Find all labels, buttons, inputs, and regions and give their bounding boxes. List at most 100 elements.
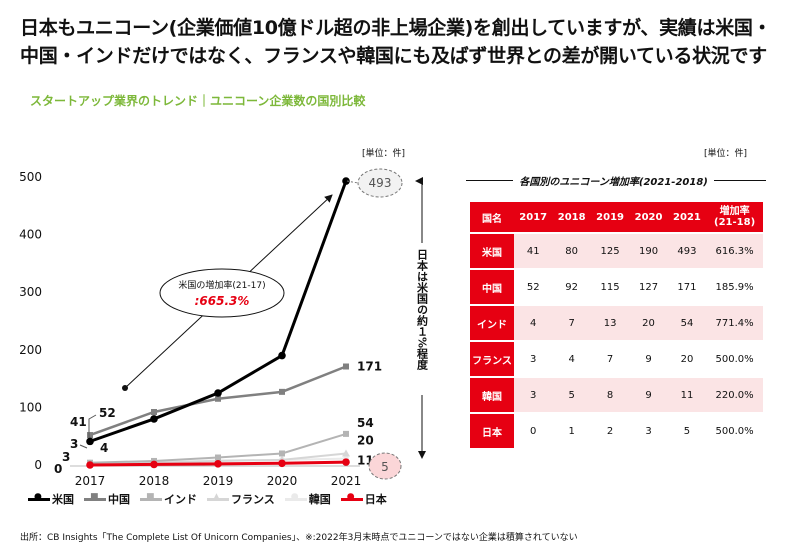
chart-legend: ● 米国 ■ 中国 ■ インド ▲ フランス ● 韓国 ● 日本 [28,491,387,507]
header-2021: 2021 [667,200,707,233]
legend-swatch: ▲ [207,492,229,502]
start-label-leader [79,444,88,449]
data-point [342,449,350,457]
table-cell: 9 [629,340,668,377]
table-title: 各国別のユニコーン増加率(2021-2018) [519,177,708,188]
row-country: フランス [470,340,514,377]
table-row: 中国 52 92 115 127 171 185.9% [470,268,763,305]
table-cell: 20 [629,304,668,341]
us-bubble-leader [346,180,359,184]
table-unit-label: [単位：件] [704,149,748,159]
data-point [150,460,158,469]
table-cell: 80 [552,232,591,269]
table-cell: 2 [590,412,630,448]
headline: 日本もユニコーン(企業価値10億ドル超の非上場企業)を創出していますが、実績は米… [20,17,772,67]
legend-marker-icon: ● [34,491,42,502]
header-2020: 2020 [629,200,668,233]
y-tick-label: 300 [19,285,42,299]
table-cell: 190 [629,232,668,269]
header-2018: 2018 [552,200,591,233]
table-header-row: 国名 2017 2018 2019 2020 2021 増加率 (21-18) [470,200,763,233]
row-country: 中国 [470,268,514,305]
legend-label: フランス [231,493,275,506]
header-growth-rate: 増加率 (21-18) [706,200,763,233]
x-tick-label: 2017 [75,474,106,488]
legend-item: ● 韓国 [284,491,331,507]
end-value-label: 493 [369,176,392,190]
row-country: インド [470,304,514,341]
table-cell: 7 [552,304,591,341]
table-cell: 3 [514,376,553,413]
table-row: 日本 0 1 2 3 5 500.0% [470,412,763,448]
legend-marker-icon: ● [346,491,355,502]
x-tick-label: 2020 [267,474,298,488]
chart-unit-label: [単位：件] [362,149,406,159]
legend-label: インド [164,493,197,506]
legend-label: 韓国 [308,493,331,506]
start-value-label: 0 [54,462,62,476]
data-point [215,454,221,461]
legend-marker-icon: ■ [146,491,155,502]
table-row: フランス 3 4 7 9 20 500.0% [470,340,763,377]
end-value-label: 54 [357,416,374,430]
table-title-rule-right [713,180,766,181]
start-value-label: 41 [70,415,87,429]
table-cell: 4 [514,304,553,341]
table-cell: 54 [667,304,707,341]
vertical-note: 日本は米国の約１%程度 [416,249,430,371]
table-title-rule-left [466,180,514,181]
y-tick-label: 200 [19,343,42,357]
table-cell: 493 [667,232,707,269]
data-point [151,409,157,416]
legend-item: ● 日本 [340,491,387,507]
row-country: 日本 [470,412,514,448]
data-point [343,430,349,437]
start-value-label: 4 [100,441,108,455]
legend-swatch: ● [284,492,307,502]
table-cell: 0 [514,412,553,448]
row-country: 韓国 [470,376,514,413]
y-tick-label: 400 [19,228,42,242]
table-cell: 41 [514,232,553,269]
table-cell: 616.3% [706,232,763,269]
row-country: 米国 [470,232,514,269]
legend-label: 日本 [364,493,387,506]
table-title-row: 各国別のユニコーン増加率(2021-2018) [466,173,766,188]
data-point [215,395,221,402]
data-point [342,458,350,466]
legend-swatch: ● [340,492,363,502]
table-cell: 171 [667,268,707,305]
table-cell: 20 [667,340,707,377]
data-point [214,460,222,468]
callout-arrow-tail [122,385,128,391]
callout-label: 米国の増加率(21-17) [178,279,265,291]
callout-value: :665.3% [195,294,250,308]
callout-bubble [159,268,285,318]
table-cell: 1 [552,412,591,448]
data-point [279,388,285,395]
legend-swatch: ● [28,492,50,502]
start-value-label: 3 [62,450,70,464]
table-cell: 9 [629,376,668,413]
end-value-label: 171 [357,360,382,374]
legend-item: ▲ フランス [207,491,275,507]
table-row: 米国 41 80 125 190 493 616.3% [470,232,763,269]
start-value-label: 52 [99,406,116,420]
table-cell: 8 [590,376,630,413]
header-2019: 2019 [590,200,630,233]
japan-end-bubble [368,452,402,480]
table-cell: 13 [590,304,630,341]
x-tick-label: 2021 [331,474,362,488]
data-point [87,432,93,439]
y-tick-label: 500 [19,170,42,184]
data-point [342,177,350,185]
data-point [278,351,286,360]
table-cell: 92 [552,268,591,305]
legend-label: 米国 [52,493,74,506]
x-tick-label: 2018 [139,474,170,488]
data-point [279,450,285,457]
table-cell: 127 [629,268,668,305]
table-cell: 52 [514,268,553,305]
table-row: インド 4 7 13 20 54 771.4% [470,304,763,341]
legend-marker-icon: ● [290,491,299,502]
